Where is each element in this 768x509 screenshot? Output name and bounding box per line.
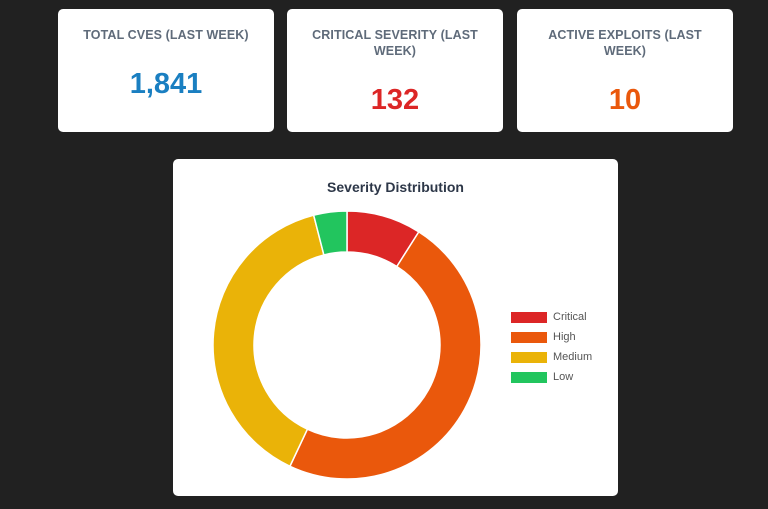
legend-label-low: Low (553, 371, 574, 383)
active-exploits-value: 10 (608, 84, 642, 116)
total-cves-label: TOTAL CVES (LAST WEEK) (83, 28, 249, 42)
active-exploits-card: ACTIVE EXPLOITS (LAST WEEK) 10 (517, 9, 733, 132)
active-exploits-label: ACTIVE EXPLOITS (LAST WEEK) (548, 28, 702, 58)
slice-low[interactable] (312, 210, 348, 256)
slice-medium[interactable] (212, 214, 325, 468)
stats-row: TOTAL CVES (LAST WEEK) 1,841 CRITICAL SE… (58, 9, 733, 132)
legend-item-medium[interactable]: Medium (511, 347, 592, 367)
chart-legend: Critical High Medium Low (511, 307, 592, 387)
legend-item-high[interactable]: High (511, 327, 592, 347)
legend-item-critical[interactable]: Critical (511, 307, 592, 327)
legend-swatch-medium (511, 351, 547, 363)
legend-swatch-low (511, 371, 547, 383)
total-cves-value: 1,841 (129, 68, 203, 100)
severity-chart-panel: Severity Distribution Critical High Medium… (173, 159, 618, 496)
legend-item-low[interactable]: Low (511, 367, 592, 387)
total-cves-card: TOTAL CVES (LAST WEEK) 1,841 (58, 9, 274, 132)
chart-title: Severity Distribution (327, 179, 464, 195)
legend-label-high: High (553, 331, 576, 343)
critical-severity-card: CRITICAL SEVERITY (LAST WEEK) 132 (287, 9, 503, 132)
legend-swatch-critical (511, 311, 547, 323)
critical-severity-value: 132 (370, 84, 420, 116)
severity-donut-chart (212, 210, 482, 480)
slice-high[interactable] (288, 230, 482, 480)
legend-swatch-high (511, 331, 547, 343)
critical-severity-label: CRITICAL SEVERITY (LAST WEEK) (312, 28, 478, 58)
legend-label-medium: Medium (553, 351, 593, 363)
legend-label-critical: Critical (553, 311, 587, 323)
